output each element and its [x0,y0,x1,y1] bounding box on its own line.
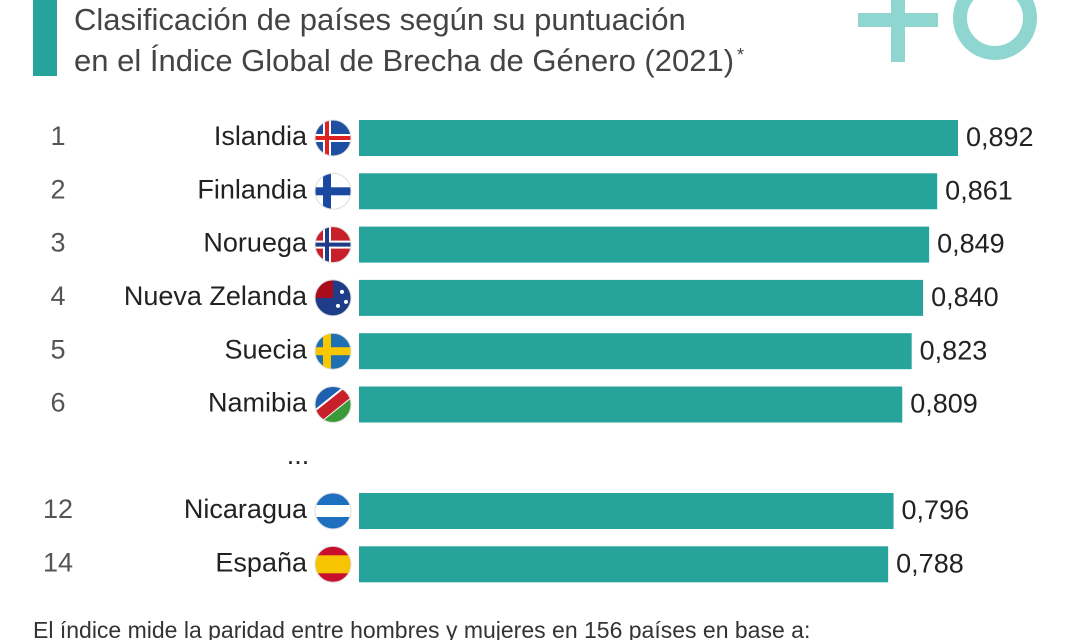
rank-label: 3 [50,228,65,258]
flag-rim [314,545,352,583]
rank-label: 6 [50,388,65,418]
bar [359,120,958,156]
flag-body [315,546,351,583]
rank-label: 4 [50,281,65,311]
flag-stripe [315,555,351,574]
value-label: 0,788 [896,548,964,578]
flag-star [336,303,340,308]
value-label: 0,849 [937,229,1005,259]
flag [314,545,352,583]
category-label: Suecia [224,334,308,364]
title-accent [33,0,57,76]
flag-stripe [315,386,351,423]
flag-body [315,279,351,316]
bar [359,173,938,210]
value-label: 0,823 [920,335,988,365]
chart-title: en el Índice Global de Brecha de Género … [74,43,734,78]
flag [314,226,352,264]
value-label: 0,809 [910,389,978,419]
flag-star [344,299,348,304]
bar [359,386,903,423]
value-label: 0,861 [945,175,1013,205]
category-label: Nueva Zelanda [124,281,308,311]
flag [314,492,352,530]
flag-rim [314,119,352,157]
ellipsis: ... [287,440,310,470]
flag-rim [314,172,352,210]
flag [314,332,352,370]
flag-cross [315,242,351,247]
note: El índice mide la paridad entre hombres … [33,617,810,640]
flag-body [315,173,351,210]
flag-star [340,289,344,294]
flag-cross [315,136,351,140]
value-label: 0,840 [931,282,999,312]
flag-stripe [315,505,351,517]
flag-cross [315,349,351,354]
flag-rim [314,492,352,530]
value-label: 0,796 [902,495,970,525]
flag-rim [314,386,352,423]
flag-rim [314,226,352,264]
flag-body [315,333,351,370]
value-label: 0,892 [966,122,1034,152]
title-mark: * [737,45,744,65]
flag-body [315,120,351,156]
gender-icon [858,0,1037,62]
flag-triangle [321,398,351,423]
rank-label: 5 [50,334,65,364]
flag [314,279,352,317]
flag-rim [314,332,352,370]
rank-label: 12 [43,494,73,524]
bar [359,333,912,370]
flag [314,386,352,423]
bar [359,279,924,316]
category-label: Namibia [208,388,308,418]
category-label: Islandia [214,121,308,151]
category-label: España [215,547,308,577]
category-label: Nicaragua [184,494,308,524]
bar [359,226,930,263]
flag [314,172,352,210]
flag-body [315,493,351,529]
flag-cross [315,189,351,194]
chart-title: Clasificación de países según su puntuac… [74,2,686,37]
rank-label: 1 [50,121,65,151]
bar [359,493,894,529]
flag-body [315,386,351,423]
category-label: Noruega [203,228,308,258]
category-label: Finlandia [197,174,308,204]
bar [359,546,889,583]
flag [314,119,352,157]
rank-label: 14 [43,547,73,577]
rank-label: 2 [50,174,65,204]
flag-body [315,226,351,263]
flag-rim [314,279,352,317]
